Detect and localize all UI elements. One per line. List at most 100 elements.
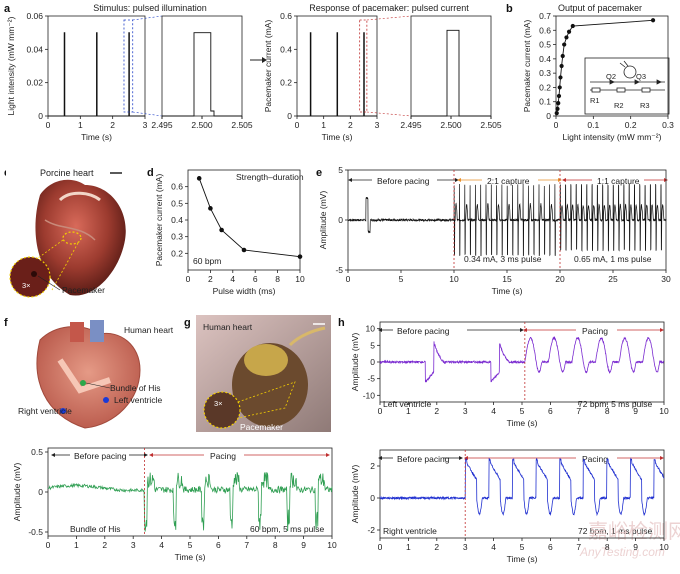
a-response-xtick-label: 0 [295,120,300,130]
panel-letter-b: b [506,3,513,15]
h-top-xtick-label: 6 [548,406,553,416]
h-lv-note: 72 bpm, 5 ms pulse [578,399,652,409]
human-heart-photo [196,315,331,432]
b-ytick-label: 0.5 [539,40,551,50]
response-title: Response of pacemaker: pulsed current [309,3,469,13]
a-response-xtick-label: 3 [375,120,380,130]
h-bottom-xtick-label: 6 [548,542,553,552]
f-bottom-xtick-label: 6 [216,540,221,550]
b-point [558,75,563,80]
d-point [196,176,202,181]
h-lv-label: Left ventricle [383,399,431,409]
f-his: Bundle of His [110,383,161,393]
h-bottom-xtick-label: 5 [520,542,525,552]
f-left: Left ventricle [114,395,162,405]
zoom-connector [366,15,412,21]
b-point [566,29,572,34]
f-bottom-ylabel: Amplitude (mV) [12,463,22,522]
a-response-xtick-label: 2 [348,120,353,130]
e-xtick-label: 20 [555,274,565,284]
stimulus-title: Stimulus: pulsed illumination [93,3,207,13]
a-stimulus-zoom-frame [161,15,243,117]
fb-before: Before pacing [74,451,127,461]
f-bottom-ytick-label: -0.5 [28,527,43,537]
h-top-xtick-label: 4 [491,406,496,416]
h-bottom-xtick-label: 4 [491,542,496,552]
d-xtick-label: 10 [295,274,305,284]
h-bottom-xtick-label: 7 [576,542,581,552]
e-arrows [348,178,668,182]
h-bottom-trace [379,457,665,517]
zoom-connector [132,111,163,117]
c-title: Porcine heart [40,168,94,178]
a-stimulus-xlabel: Time (s) [81,132,112,142]
b-point [557,85,562,90]
h-before: Before pacing [397,326,450,336]
b-point [554,111,559,116]
f-bottom-xtick-label: 1 [74,540,79,550]
h-bottom-xtick-label: 0 [378,542,383,552]
d-ylabel: Pacemaker current (mA) [154,174,164,267]
b-xlabel: Light intensity (mW mm⁻²) [563,132,662,142]
fb-note: 60 bpm, 5 ms pulse [250,524,324,534]
h-top-ytick-label: -5 [367,374,375,384]
h-top-ytick-label: 0 [370,357,375,367]
h-top-trace [379,336,664,383]
d-ytick-label: 0.2 [171,248,183,258]
f-bottom-xtick-label: 7 [244,540,249,550]
c-zoom: 3× [22,281,31,290]
b-point [560,53,565,59]
e-xtick-label: 10 [449,274,459,284]
h-rv-label: Right ventricle [383,526,437,536]
a-stimulus-zoom-axes: 2.495 2.500 2.505 [151,15,253,130]
d-point [297,254,303,259]
h-arrows [378,328,664,460]
panel-letter-h: h [338,317,345,329]
h-top-xtick-label: 10 [659,406,669,416]
b-ytick-label: 0.3 [539,68,551,78]
h-top-ytick-label: 5 [370,340,375,350]
a-response-ytick-label: 0.2 [280,78,292,88]
d-line [198,178,301,258]
h-top-xlabel: Time (s) [507,418,538,428]
d-xtick-label: 8 [275,274,280,284]
h-top-ylabel: Amplitude (mV) [350,333,360,392]
a-stimulus-xtick-label: 1 [78,120,83,130]
panel-letter-a: a [4,3,11,15]
panel-letter-g: g [184,317,191,329]
fb-pacing: Pacing [210,451,236,461]
circuit-diagram [584,57,670,115]
e-trace [347,183,667,257]
b-point [559,63,564,69]
a-stimulus-ylabel: Light intensity (mW mm⁻²) [6,16,16,115]
b-ytick-label: 0.6 [539,25,551,35]
b-point [570,23,575,29]
arrow-right-icon [250,57,267,63]
a-stimulus-ytick-label: 0.02 [26,78,43,88]
panel-letter-d: d [147,167,154,179]
f-bottom-xlabel: Time (s) [175,552,206,562]
circuit-label-r1: R1 [590,96,600,105]
b-point [564,35,569,40]
e-xtick-label: 5 [399,274,404,284]
b-xtick-label: 0.3 [662,120,674,130]
response-zoom-trace [411,29,491,117]
panel-letter-e: e [316,167,322,179]
watermark-cn: 嘉峪检测网 [588,520,680,543]
h-bottom-xtick-label: 10 [659,542,669,552]
d-note: 60 bpm [193,256,221,266]
a-response-zoom-xtick-label: 2.505 [480,120,502,130]
a-response-zoom-xtick-label: 2.495 [400,120,422,130]
h-bottom-xlabel: Time (s) [507,554,538,564]
h-bottom-ytick-label: 0 [370,493,375,503]
stimulus-trace [48,32,145,117]
e-xlabel: Time (s) [492,286,523,296]
a-response-zoom-axes: 2.495 2.500 2.505 [400,15,502,130]
b-point [556,101,561,106]
a-response-ylabel: Pacemaker current (mA) [263,20,273,113]
b-axes: 0 0.1 0.2 0.3 0 0.1 0.2 0.3 0.4 0.5 0.6 0.7 Light in… [522,11,674,142]
d-xtick-label: 6 [253,274,258,284]
f-bottom-ytick-label: 0 [38,487,43,497]
a-response-ytick-label: 0.6 [280,11,292,21]
